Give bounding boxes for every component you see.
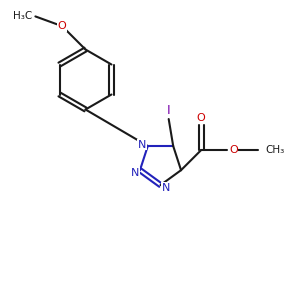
Text: O: O — [229, 145, 238, 155]
Text: H₃C: H₃C — [13, 11, 32, 21]
Text: CH₃: CH₃ — [266, 145, 285, 155]
Text: N: N — [138, 140, 147, 149]
Text: O: O — [58, 21, 67, 31]
Text: N: N — [131, 168, 140, 178]
Text: O: O — [197, 113, 206, 123]
Text: N: N — [162, 183, 170, 193]
Text: I: I — [167, 104, 170, 117]
